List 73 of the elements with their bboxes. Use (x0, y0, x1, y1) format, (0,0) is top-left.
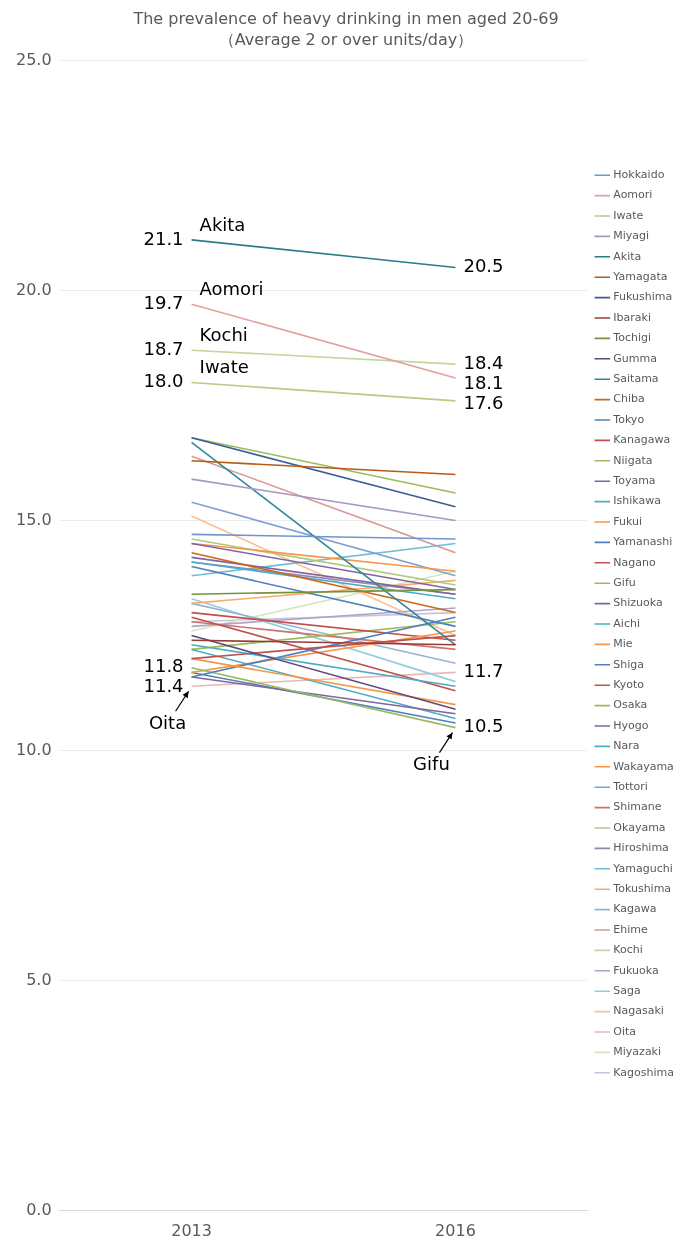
data-label: 18.7 (143, 337, 184, 359)
legend-label: Yamagata (612, 270, 668, 284)
legend-label: Osaka (613, 698, 648, 712)
legend-label: Ibaraki (613, 310, 651, 324)
legend-label: Shimane (613, 800, 662, 814)
y-tick-label: 10.0 (16, 739, 52, 759)
legend-label: Gifu (613, 576, 636, 590)
data-label: 17.6 (463, 391, 504, 413)
data-label: 10.5 (463, 715, 504, 737)
legend-label: Nara (613, 739, 640, 753)
legend-label: Aomori (613, 188, 653, 202)
data-label: 18.0 (143, 370, 184, 392)
chart-subtitle: （Average 2 or over units/day） (218, 29, 474, 49)
annotation: Gifu (413, 753, 450, 775)
legend-label: Ehime (613, 922, 649, 936)
legend-label: Gumma (613, 351, 657, 365)
data-label: 11.7 (463, 660, 504, 682)
legend-label: Hiroshima (613, 841, 669, 855)
data-label: 18.4 (463, 351, 504, 373)
legend-label: Yamanashi (612, 535, 673, 549)
annotation: Akita (199, 213, 246, 235)
legend-label: Wakayama (613, 759, 674, 773)
legend-label: Hyogo (613, 718, 649, 732)
legend-label: Oita (613, 1024, 637, 1038)
legend-label: Saitama (613, 372, 659, 386)
legend-label: Kagawa (613, 902, 657, 916)
data-label: 18.1 (463, 371, 504, 393)
legend-label: Kanagawa (613, 433, 671, 447)
annotation: Kochi (199, 323, 248, 345)
legend-label: Nagasaki (613, 1004, 664, 1018)
data-label: 11.4 (143, 675, 184, 697)
chart-title: The prevalence of heavy drinking in men aged 20-69 (132, 8, 559, 28)
legend-label: Yamaguchi (612, 861, 673, 875)
legend-label: Akita (613, 249, 642, 263)
legend-label: Tokushima (612, 882, 672, 896)
legend-label: Saga (613, 984, 641, 998)
legend-label: Kagoshima (613, 1065, 675, 1079)
legend-label: Nagano (613, 555, 656, 569)
annotation: Aomori (199, 277, 264, 299)
y-tick-label: 15.0 (16, 509, 52, 529)
y-tick-label: 20.0 (16, 279, 52, 299)
x-tick-label: 2016 (435, 1220, 476, 1240)
legend-label: Tochigi (612, 331, 652, 345)
y-tick-label: 5.0 (26, 969, 52, 989)
legend-label: Niigata (613, 453, 653, 467)
x-tick-label: 2013 (171, 1220, 212, 1240)
legend-label: Mie (613, 637, 633, 651)
data-label: 19.7 (143, 291, 184, 313)
legend-label: Ishikawa (613, 494, 661, 508)
legend-label: Shizuoka (613, 596, 663, 610)
legend-label: Miyazaki (613, 1045, 662, 1059)
legend-label: Kyoto (613, 678, 645, 692)
y-tick-label: 25.0 (16, 49, 52, 69)
y-tick-label: 0.0 (26, 1199, 52, 1219)
legend-label: Tokyo (612, 412, 645, 426)
legend-label: Shiga (613, 657, 645, 671)
legend-label: Iwate (613, 208, 644, 222)
legend-label: Fukushima (613, 290, 673, 304)
annotation: Iwate (199, 356, 249, 378)
legend-label: Fukui (613, 514, 643, 528)
annotation: Oita (148, 711, 187, 733)
legend-label: Aichi (613, 616, 640, 630)
data-label: 20.5 (463, 255, 504, 277)
legend-label: Kochi (613, 943, 643, 957)
legend-label: Tottori (612, 780, 648, 794)
legend-label: Toyama (612, 474, 656, 488)
legend-label: Miyagi (613, 229, 650, 243)
legend-label: Okayama (613, 820, 666, 834)
legend-label: Hokkaido (613, 168, 665, 182)
legend-label: Fukuoka (613, 963, 659, 977)
legend-label: Chiba (613, 392, 645, 406)
data-label: 11.8 (143, 655, 184, 677)
data-label: 21.1 (143, 227, 184, 249)
